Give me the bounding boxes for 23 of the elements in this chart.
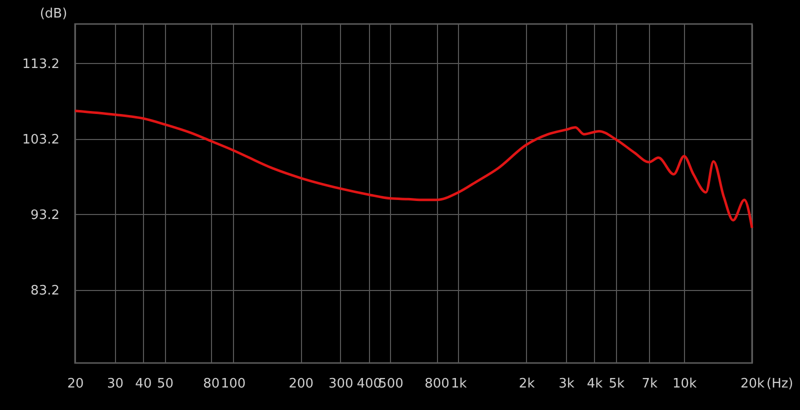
y-axis-title: (dB) — [40, 6, 68, 22]
y-tick-label: 93.2 — [30, 208, 60, 223]
x-tick-label: 40 — [135, 376, 152, 392]
y-tick-label: 83.2 — [30, 283, 60, 298]
x-tick-label: 200 — [288, 376, 314, 392]
x-tick-label: 100 — [220, 376, 246, 392]
x-tick-label: 10k — [672, 376, 698, 392]
x-tick-label: 3k — [558, 376, 575, 392]
x-tick-label: 2k — [518, 376, 536, 392]
x-tick-label: 7k — [642, 376, 658, 392]
y-tick-label: 103.2 — [22, 132, 60, 148]
x-tick-label: 5k — [608, 376, 625, 392]
x-tick-label: 800 — [424, 376, 450, 392]
x-tick-label: 20k — [740, 376, 766, 392]
x-tick-label: 30 — [106, 376, 124, 392]
x-tick-label: 50 — [157, 376, 174, 392]
y-tick-label: 113.2 — [22, 56, 60, 72]
x-tick-label: 300 — [328, 376, 354, 392]
x-tick-label: 20 — [67, 376, 84, 392]
x-tick-label: 4k — [586, 376, 604, 392]
x-tick-label: 80 — [203, 376, 220, 392]
x-axis-title: (Hz) — [766, 376, 794, 392]
x-tick-label: 1k — [450, 376, 468, 392]
